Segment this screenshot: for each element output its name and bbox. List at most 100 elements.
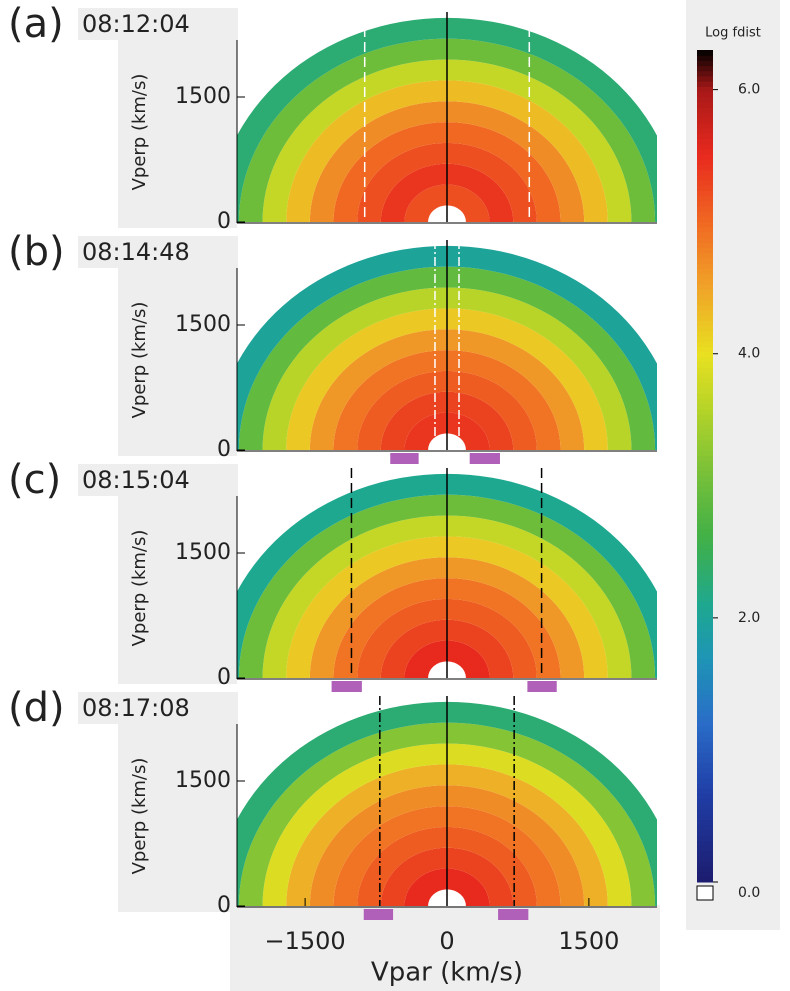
colorbar-step: [697, 216, 713, 223]
y-axis-label: Vperp (km/s): [129, 302, 150, 419]
colorbar-step: [697, 590, 713, 597]
colorbar-tick-label: 4.0: [738, 346, 760, 362]
panel-time: 08:12:04: [82, 10, 190, 38]
y-tick-label: 1500: [175, 540, 231, 565]
colorbar-step: [697, 736, 713, 743]
y-axis-label: Vperp (km/s): [129, 758, 150, 875]
interval-bar: [527, 681, 557, 692]
colorbar-step: [697, 55, 713, 61]
colorbar-step: [697, 861, 713, 867]
colorbar-step: [697, 133, 713, 139]
colorbar-step: [697, 840, 713, 847]
colorbar-step: [697, 809, 713, 815]
colorbar-step: [697, 793, 713, 800]
y-tick-label: 0: [217, 893, 231, 918]
colorbar-step: [697, 351, 713, 358]
left-background: [118, 240, 237, 456]
ring: [238, 38, 656, 222]
ring: [333, 122, 561, 222]
colorbar-step: [697, 164, 713, 171]
colorbar-step: [697, 648, 713, 654]
colorbar-step: [697, 190, 713, 197]
colorbar-step: [697, 65, 713, 72]
colorbar-tick-label: 2.0: [738, 610, 760, 626]
colorbar-step: [697, 330, 713, 337]
left-background: [118, 12, 237, 228]
colorbar-step: [697, 486, 713, 493]
colorbar-step: [697, 835, 713, 841]
colorbar-step: [697, 388, 713, 394]
colorbar-zero-box: [696, 885, 714, 901]
colorbar-step: [697, 372, 713, 379]
colorbar-step: [697, 575, 713, 581]
colorbar-step: [697, 122, 713, 129]
colorbar-step: [697, 549, 713, 555]
colorbar-step: [697, 668, 713, 675]
colorbar-step: [697, 871, 713, 878]
colorbar-step: [697, 642, 713, 649]
colorbar-step: [697, 512, 713, 519]
colorbar-step: [697, 429, 713, 436]
colorbar-step: [697, 268, 713, 275]
colorbar-step: [697, 206, 713, 212]
colorbar-step: [697, 497, 713, 503]
colorbar-step: [697, 445, 713, 451]
colorbar-step: [697, 518, 713, 524]
colorbar-step: [697, 278, 713, 285]
panel-time: 08:15:04: [82, 466, 190, 494]
colorbar-step: [697, 544, 713, 550]
ring: [262, 59, 632, 222]
colorbar-step: [697, 346, 713, 353]
colorbar-step: [697, 232, 713, 238]
colorbar-step: [697, 767, 713, 774]
colorbar-step: [697, 382, 713, 389]
interval-bar: [469, 453, 500, 464]
colorbar-step: [697, 637, 713, 644]
colorbar-step: [697, 91, 713, 98]
time-background: [78, 464, 238, 496]
colorbar-step: [697, 450, 713, 457]
panel-time: 08:14:48: [82, 238, 190, 266]
colorbar-step: [697, 221, 713, 228]
time-background: [78, 236, 238, 268]
y-tick-label: 0: [217, 437, 231, 462]
colorbar-step: [697, 804, 713, 810]
colorbar-step: [697, 128, 713, 134]
colorbar-step: [697, 403, 713, 410]
panel-label: (b): [8, 229, 65, 275]
ring: [286, 536, 608, 678]
colorbar-step: [697, 200, 713, 207]
colorbar-step: [697, 440, 713, 446]
colorbar-step: [697, 622, 713, 628]
heatmap: [237, 473, 657, 678]
colorbar-step: [697, 876, 713, 883]
colorbar-step: [697, 653, 713, 659]
colorbar-step: [697, 700, 713, 706]
colorbar-step: [697, 263, 713, 269]
ring: [380, 619, 514, 678]
colorbar-step: [697, 502, 713, 509]
colorbar-step: [697, 304, 713, 311]
ring: [333, 350, 561, 450]
colorbar-step: [697, 393, 713, 399]
interval-bar: [363, 909, 394, 920]
ring: [380, 163, 514, 222]
colorbar-step: [697, 237, 713, 243]
colorbar-step: [697, 554, 713, 561]
colorbar-step: [697, 559, 713, 566]
colorbar-step: [697, 481, 713, 488]
colorbar-step: [697, 616, 713, 623]
colorbar-step: [697, 424, 713, 431]
colorbar-step: [697, 195, 713, 202]
colorbar-step: [697, 112, 713, 119]
colorbar-step: [697, 778, 713, 784]
y-tick-label: 0: [217, 209, 231, 234]
colorbar-step: [697, 107, 713, 113]
colorbar-step: [697, 211, 713, 217]
ring: [286, 80, 608, 222]
heatmap: [237, 17, 657, 222]
colorbar-step: [697, 180, 713, 186]
colorbar-step: [697, 726, 713, 732]
colorbar-step: [697, 570, 713, 576]
colorbar-step: [697, 476, 713, 483]
